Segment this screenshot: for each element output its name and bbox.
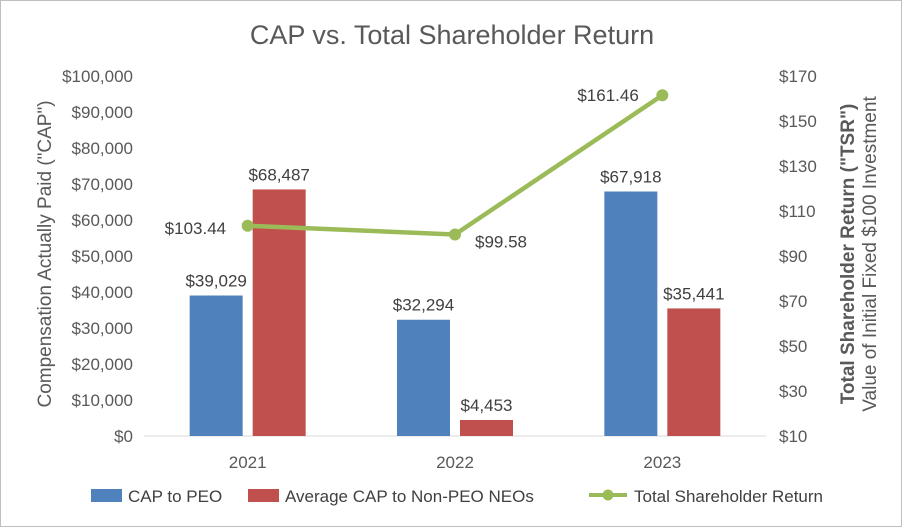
legend-marker xyxy=(602,489,614,501)
legend-swatch xyxy=(248,489,279,502)
chart-title: CAP vs. Total Shareholder Return xyxy=(250,20,654,50)
tsr-data-label: $99.58 xyxy=(475,232,527,251)
bar-data-label: $39,029 xyxy=(185,271,246,290)
y-left-tick-label: $80,000 xyxy=(72,139,133,158)
y-right-tick-label: $50 xyxy=(779,337,807,356)
tsr-data-label: $103.44 xyxy=(165,219,226,238)
y-right-tick-label: $130 xyxy=(779,157,817,176)
y-right-tick-label: $70 xyxy=(779,292,807,311)
y-left-tick-label: $50,000 xyxy=(72,247,133,266)
y-left-tick-label: $60,000 xyxy=(72,211,133,230)
y-right-axis-title-bold: Total Shareholder Return ("TSR") xyxy=(838,104,859,405)
tsr-data-label: $161.46 xyxy=(577,86,638,105)
tsr-point xyxy=(241,219,254,232)
y-left-tick-label: $20,000 xyxy=(72,355,133,374)
tsr-point xyxy=(656,89,669,102)
plot-area: $0 $10,000 $20,000 $30,000 $40,000 $50,000 $60… xyxy=(62,67,817,472)
bar-data-label: $68,487 xyxy=(248,165,309,184)
y-right-tick-label: $10 xyxy=(779,427,807,446)
legend-label: Total Shareholder Return xyxy=(634,487,823,506)
y-right-tick-label: $30 xyxy=(779,382,807,401)
bar-average-cap-to-non-peo-neos xyxy=(460,419,513,436)
y-left-tick-label: $40,000 xyxy=(72,283,133,302)
y-right-tick-label: $90 xyxy=(779,247,807,266)
y-left-tick-label: $0 xyxy=(114,427,133,446)
bar-average-cap-to-non-peo-neos xyxy=(667,308,721,436)
legend: CAP to PEO Average CAP to Non-PEO NEOs Tot… xyxy=(91,487,823,506)
y-left-tick-label: $100,000 xyxy=(62,67,133,86)
bar-data-label: $35,441 xyxy=(663,284,724,303)
y-right-tick-label: $170 xyxy=(779,67,817,86)
y-left-tick-label: $30,000 xyxy=(72,319,133,338)
x-tick-label: 2022 xyxy=(436,453,474,472)
y-left-tick-label: $70,000 xyxy=(72,175,133,194)
bar-data-label: $32,294 xyxy=(393,296,454,315)
y-left-tick-label: $10,000 xyxy=(72,391,133,410)
x-tick-label: 2021 xyxy=(229,453,267,472)
legend-swatch xyxy=(91,489,122,502)
y-left-axis-title: Compensation Actually Paid ("CAP") xyxy=(35,100,56,407)
legend-label: CAP to PEO xyxy=(128,487,222,506)
bar-average-cap-to-non-peo-neos xyxy=(252,189,306,436)
bar-cap-to-peo xyxy=(189,295,243,436)
y-right-tick-label: $110 xyxy=(779,202,816,221)
y-left-tick-label: $90,000 xyxy=(72,103,133,122)
y-right-axis-title: Value of Initial Fixed $100 Investment xyxy=(860,96,881,412)
bar-cap-to-peo xyxy=(604,191,658,436)
y-right-tick-label: $150 xyxy=(779,112,817,131)
bar-cap-to-peo xyxy=(397,319,450,436)
legend-label: Average CAP to Non-PEO NEOs xyxy=(285,487,534,506)
bar-data-label: $4,453 xyxy=(461,396,513,415)
bar-data-label: $67,918 xyxy=(600,167,661,186)
x-tick-label: 2023 xyxy=(643,453,681,472)
tsr-point xyxy=(449,228,461,241)
